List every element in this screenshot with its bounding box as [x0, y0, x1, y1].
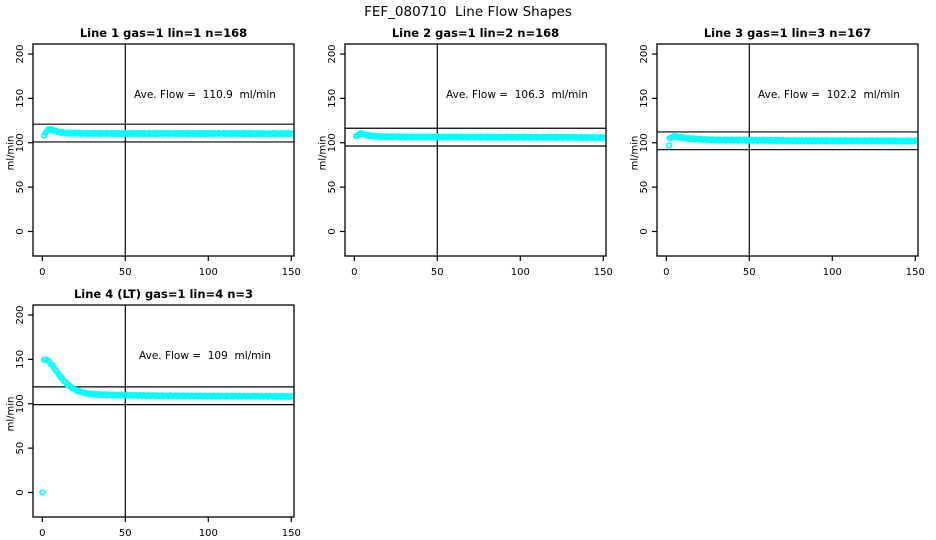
y-tick-label: 0: [15, 489, 26, 495]
plot-box: [32, 304, 295, 518]
y-tick-label: 100: [639, 133, 650, 152]
panel-title: Line 4 (LT) gas=1 lin=4 n=3: [73, 287, 254, 301]
axis-tick-labels: 0 50 100 150 0 50 100 150 200: [15, 44, 301, 278]
plot-box: [32, 43, 295, 257]
y-tick-label: 200: [15, 305, 26, 324]
axis-tick-labels: 0 50 100 150 0 50 100 150 200: [15, 305, 301, 539]
x-tick-label: 0: [39, 528, 45, 539]
ave-flow-annotation: Ave. Flow = 102.2 ml/min: [758, 89, 900, 101]
reference-lines: [345, 44, 606, 256]
y-tick-label: 150: [15, 350, 26, 369]
panel-plot-svg: 0 50 100 150 0 50 100 150 200: [15, 43, 301, 278]
flow-panel: Line 4 (LT) gas=1 lin=4 n=3 ml/min 0 50 10…: [0, 261, 312, 540]
reference-lines: [657, 44, 918, 256]
data-markers: [40, 125, 295, 139]
axis-ticks: [652, 53, 916, 261]
y-tick-label: 200: [327, 44, 338, 63]
flow-panel: Line 2 gas=1 lin=2 n=168 ml/min 0 50 100 15…: [312, 0, 624, 279]
y-tick-label: 0: [639, 228, 650, 234]
reference-lines: [33, 305, 294, 517]
x-tick-label: 100: [199, 267, 218, 278]
x-tick-label: 0: [351, 267, 357, 278]
y-tick-label: 150: [639, 89, 650, 108]
axis-tick-labels: 0 50 100 150 0 50 100 150 200: [639, 44, 925, 278]
x-tick-label: 0: [663, 267, 669, 278]
x-tick-label: 50: [743, 267, 756, 278]
panel-plot-svg: 0 50 100 150 0 50 100 150 200: [15, 304, 301, 539]
y-tick-label: 150: [327, 89, 338, 108]
data-markers: [352, 130, 607, 142]
x-tick-label: 50: [119, 267, 132, 278]
axis-ticks: [340, 53, 604, 261]
x-tick-label: 100: [511, 267, 530, 278]
panel-title: Line 2 gas=1 lin=2 n=168: [391, 26, 560, 40]
x-tick-label: 0: [39, 267, 45, 278]
y-tick-label: 100: [15, 133, 26, 152]
x-tick-label: 50: [119, 528, 132, 539]
data-point-outlier: [665, 142, 672, 149]
y-tick-label: 100: [15, 394, 26, 413]
figure-title: FEF_080710 Line Flow Shapes: [364, 4, 572, 20]
plot-box: [344, 43, 607, 257]
y-tick-label: 0: [327, 228, 338, 234]
panel-title: Line 1 gas=1 lin=1 n=168: [79, 26, 248, 40]
reference-lines: [33, 44, 294, 256]
y-tick-label: 50: [639, 181, 650, 194]
plot-box: [656, 43, 919, 257]
panel-plot-svg: 0 50 100 150 0 50 100 150 200: [639, 43, 925, 278]
axis-ticks: [28, 53, 292, 261]
y-tick-label: 50: [15, 181, 26, 194]
data-point-outlier: [39, 489, 46, 496]
x-tick-label: 100: [823, 267, 842, 278]
y-tick-label: 50: [327, 181, 338, 194]
axis-ticks: [28, 314, 292, 522]
y-tick-label: 100: [327, 133, 338, 152]
ave-flow-annotation: Ave. Flow = 110.9 ml/min: [134, 89, 276, 101]
y-tick-label: 0: [15, 228, 26, 234]
x-tick-label: 150: [906, 267, 925, 278]
ave-flow-annotation: Ave. Flow = 106.3 ml/min: [446, 89, 588, 101]
x-tick-label: 100: [199, 528, 218, 539]
x-tick-label: 150: [282, 267, 301, 278]
x-tick-label: 150: [282, 528, 301, 539]
panel-plot-svg: 0 50 100 150 0 50 100 150 200: [327, 43, 613, 278]
flow-panel: Line 3 gas=1 lin=3 n=167 ml/min 0 50 100 15…: [624, 0, 936, 279]
data-markers: [39, 356, 295, 496]
panel-title: Line 3 gas=1 lin=3 n=167: [703, 26, 872, 40]
data-markers: [665, 133, 919, 149]
y-tick-label: 150: [15, 89, 26, 108]
y-tick-label: 200: [639, 44, 650, 63]
x-tick-label: 50: [431, 267, 444, 278]
y-tick-label: 50: [15, 442, 26, 455]
ave-flow-annotation: Ave. Flow = 109 ml/min: [139, 350, 271, 362]
x-tick-label: 150: [594, 267, 613, 278]
y-tick-label: 200: [15, 44, 26, 63]
flow-panel: Line 1 gas=1 lin=1 n=168 ml/min 0 50 100 15…: [0, 0, 312, 279]
axis-tick-labels: 0 50 100 150 0 50 100 150 200: [327, 44, 613, 278]
